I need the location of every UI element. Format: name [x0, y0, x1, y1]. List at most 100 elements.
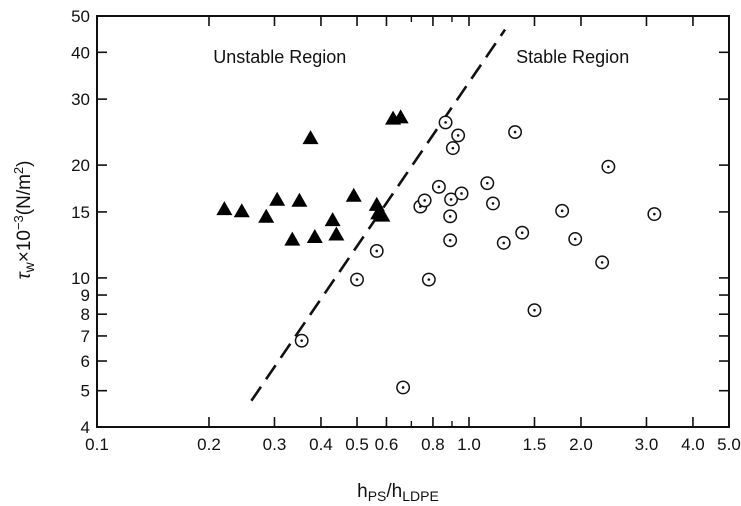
stable-point-dot [573, 237, 577, 241]
stable-point-circle [508, 125, 523, 140]
stable-point-dot [401, 386, 405, 389]
x-tick-label: 0.6 [375, 435, 399, 454]
region-label: Unstable Region [213, 47, 346, 67]
y-axis-title: τw×10−3(N/m2) [11, 160, 38, 279]
unstable-point-triangle [392, 109, 409, 124]
stable-point-dot [427, 278, 431, 281]
stable-point-circle [454, 186, 469, 201]
stable-point-dot [533, 308, 536, 312]
plot-frame [96, 15, 730, 428]
stable-point-dot [460, 192, 463, 195]
stable-point-circle [438, 115, 453, 130]
y-tick-label: 10 [71, 269, 90, 288]
x-tick-label: 0.3 [263, 435, 287, 454]
unstable-point-triangle [368, 196, 385, 211]
stable-point-circle [527, 303, 542, 318]
y-title-exp2: 2 [11, 167, 26, 174]
y-tick-label: 8 [81, 305, 90, 324]
y-tick-label: 40 [71, 43, 90, 62]
x-tick-label: 1.5 [523, 435, 547, 454]
x-tick-label: 2.0 [569, 435, 593, 454]
unstable-point-triangle [302, 130, 319, 145]
y-title-rest1: ×10 [14, 230, 35, 262]
stable-point-circle [515, 225, 530, 240]
stable-point-dot [653, 212, 656, 216]
unstable-point-triangle [345, 187, 362, 202]
stable-point-dot [607, 165, 610, 169]
stable-point-circle [396, 380, 411, 395]
stable-point-dot [300, 339, 303, 342]
x-tick-label: 4.0 [681, 435, 705, 454]
x-tick-label: 0.5 [345, 435, 369, 454]
unstable-point-triangle [291, 192, 308, 207]
stable-point-circle [350, 272, 364, 287]
stable-point-circle [647, 207, 662, 222]
x-tick-label: 5.0 [717, 435, 741, 454]
stable-point-circle [555, 203, 570, 218]
x-title-sub-ldpe: LDPE [402, 488, 439, 504]
unstable-point-triangle [269, 191, 286, 206]
axes [96, 15, 730, 428]
stable-point-dot [491, 202, 495, 205]
stable-point-dot [520, 231, 524, 235]
x-tick-label: 0.1 [85, 435, 109, 454]
stable-point-circle [421, 272, 436, 287]
x-title-sub-ps: PS [368, 488, 387, 504]
y-tick-label: 4 [81, 418, 90, 437]
y-tick-label: 7 [81, 327, 90, 346]
region-label: Stable Region [516, 47, 629, 67]
y-tick-label: 50 [71, 7, 90, 26]
x-tick-label: 3.0 [635, 435, 659, 454]
y-tick-label: 30 [71, 90, 90, 109]
stable-point-dot [355, 278, 359, 281]
data-points [216, 109, 662, 395]
y-title-tau: τ [14, 271, 35, 280]
unstable-point-triangle [216, 201, 233, 216]
stable-point-dot [449, 198, 453, 201]
y-title-sub: w [21, 261, 37, 273]
unstable-point-triangle [306, 229, 323, 244]
unstable-point-triangle [324, 212, 341, 227]
y-title-exp: −3 [11, 215, 26, 230]
y-tick-label: 15 [71, 203, 90, 222]
stable-point-dot [485, 181, 489, 185]
stable-point-circle [369, 244, 384, 258]
y-tick-label: 5 [81, 382, 90, 401]
stable-point-circle [445, 141, 460, 156]
stable-point-circle [595, 255, 610, 270]
unstable-point-triangle [328, 226, 345, 241]
x-tick-label: 1.0 [457, 435, 481, 454]
stable-point-circle [601, 159, 616, 174]
stable-point-dot [448, 215, 452, 218]
stable-point-dot [560, 209, 564, 213]
stable-point-circle [443, 209, 458, 224]
stable-point-dot [600, 261, 604, 264]
stable-point-dot [456, 134, 460, 137]
stable-point-dot [451, 146, 455, 150]
x-tick-label: 0.8 [421, 435, 445, 454]
stable-point-circle [496, 235, 511, 250]
y-title-rest2: (N/m [14, 174, 35, 215]
stable-point-circle [294, 333, 309, 348]
stable-point-dot [444, 121, 447, 124]
stable-point-circle [417, 193, 432, 208]
stable-point-circle [451, 128, 466, 143]
x-title-main: h [357, 481, 368, 502]
stable-point-dot [437, 185, 441, 189]
unstable-point-triangle [374, 207, 391, 222]
axis-ticks [96, 15, 730, 428]
y-tick-label: 9 [81, 286, 90, 305]
unstable-point-triangle [258, 208, 275, 223]
stable-point-dot [423, 199, 426, 202]
x-axis-title: hPS/hLDPE [357, 481, 439, 504]
stable-point-circle [443, 233, 458, 248]
stable-point-circle [444, 192, 459, 207]
stable-point-circle [568, 232, 583, 246]
y-tick-label: 20 [71, 156, 90, 175]
unstable-point-triangle [284, 231, 301, 246]
axis-tick-labels: 0.1 0.2 0.3 0.4 0.5 0.6 0.8 1.0 1.5 2.0 3.0 4.0 5.0 4… [71, 7, 741, 454]
region-annotations: Unstable Region Stable Region [213, 47, 629, 67]
y-title-rest3: ) [14, 160, 35, 166]
y-tick-label: 6 [81, 352, 90, 371]
stable-point-dot [448, 238, 452, 242]
